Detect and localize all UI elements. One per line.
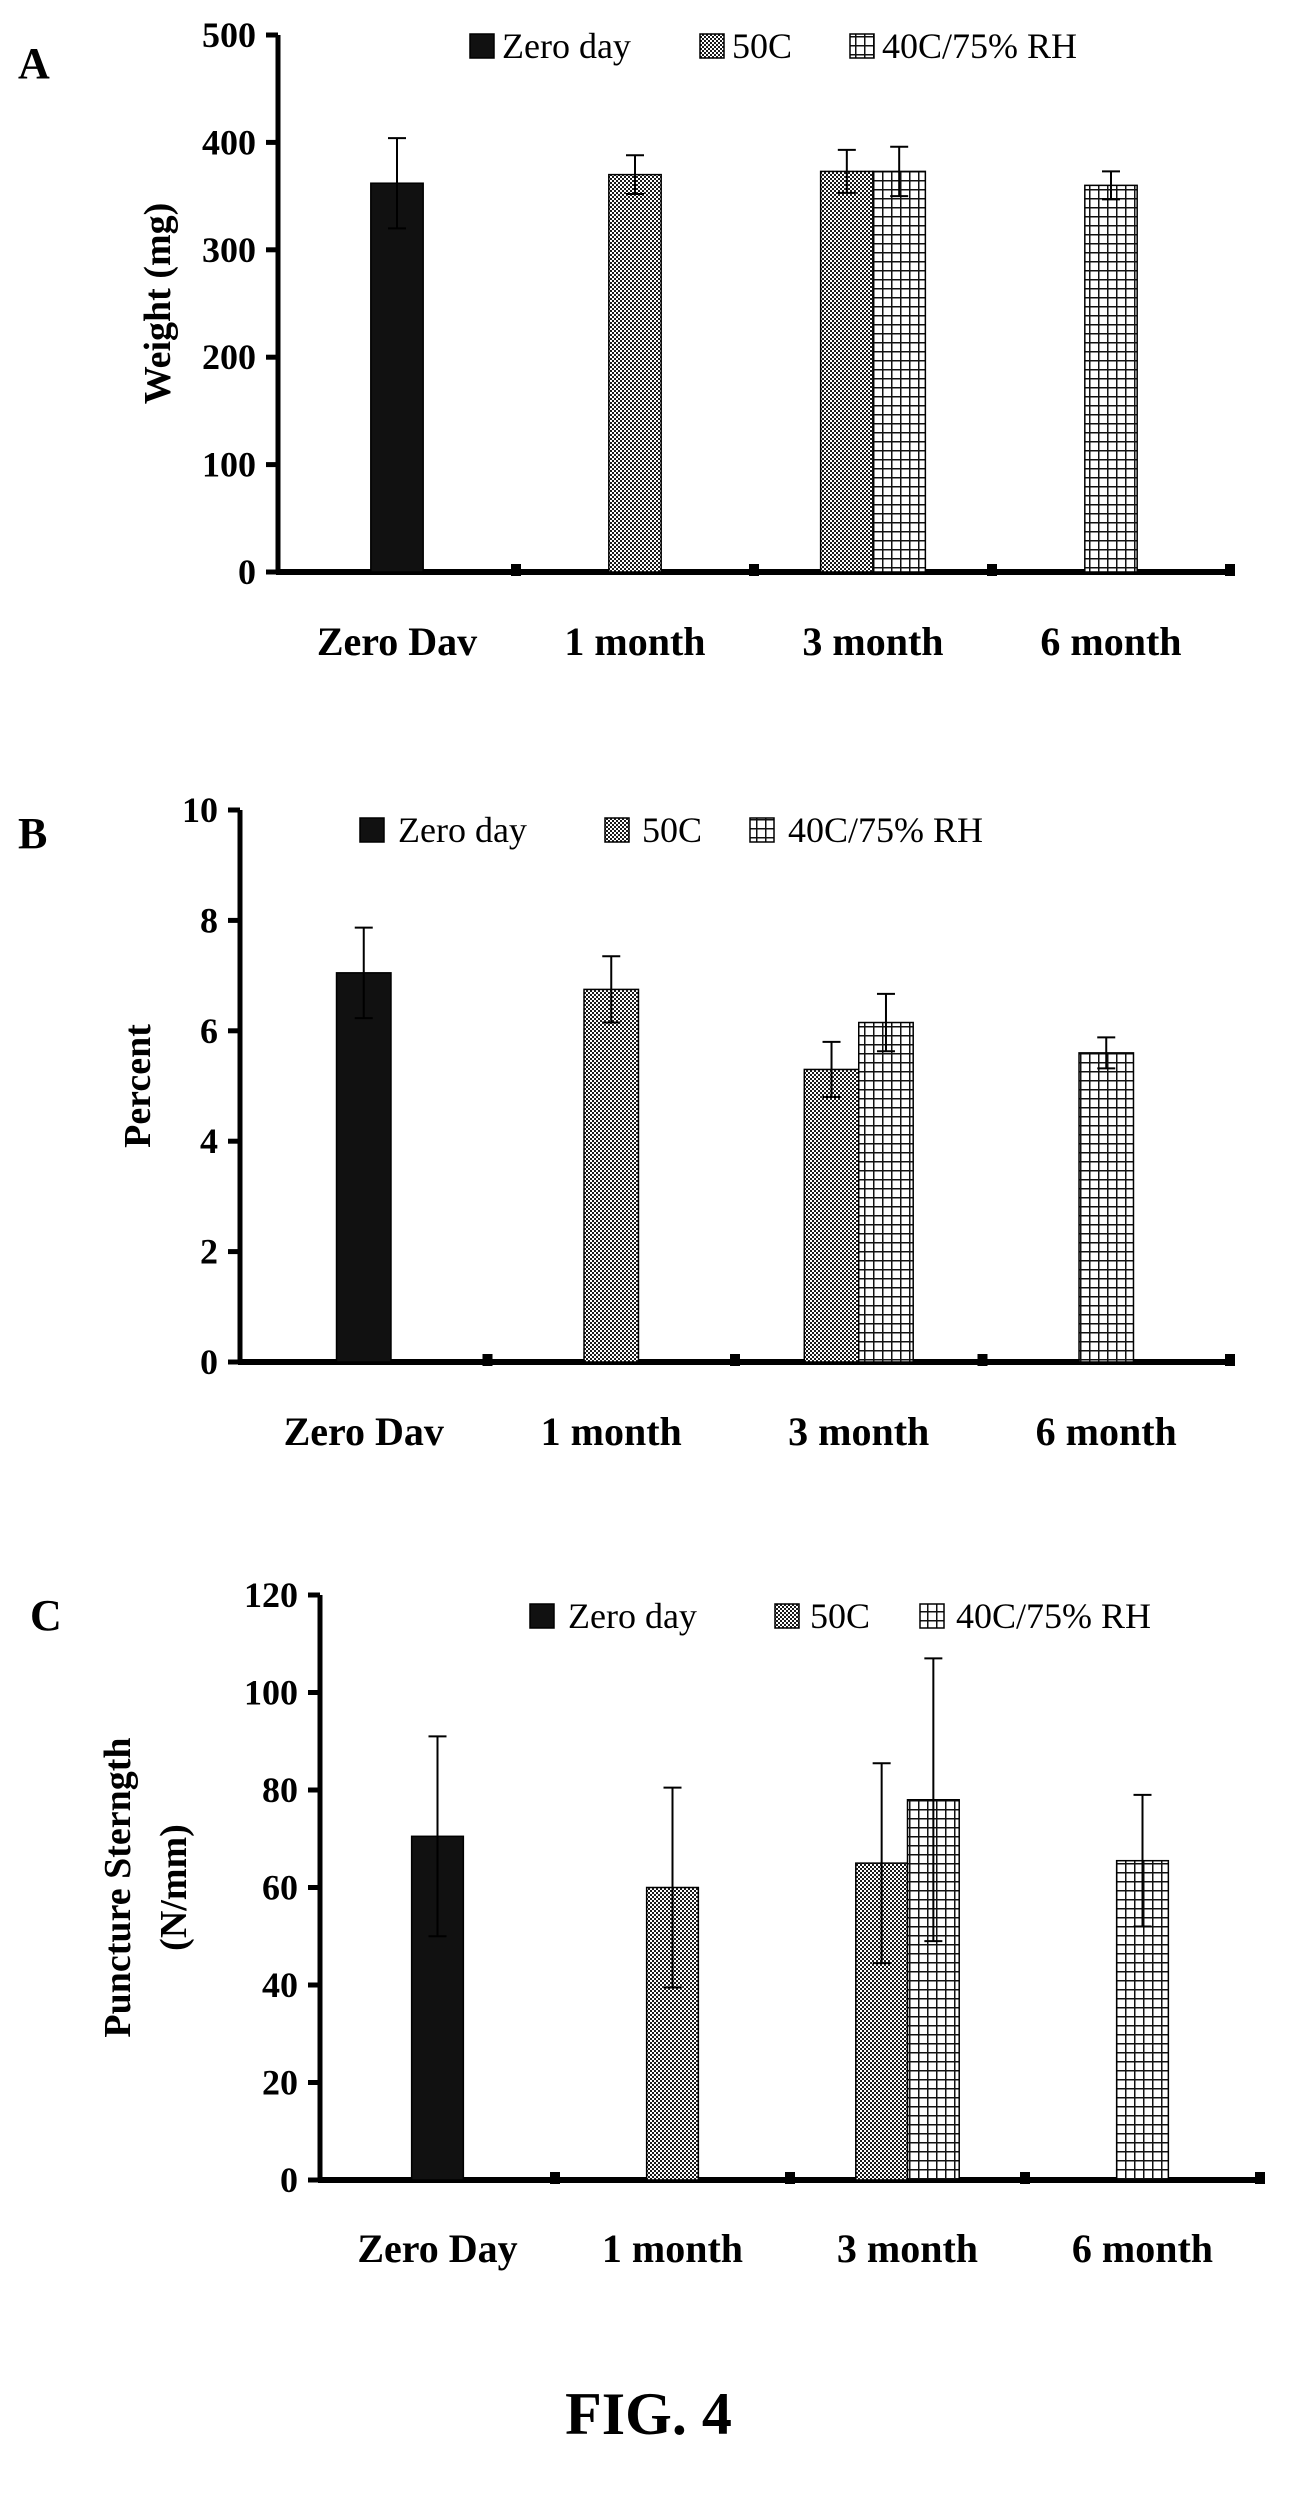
y-tick-label: 4 <box>200 1121 218 1161</box>
legend-swatch-40c-75rh <box>849 33 875 59</box>
x-tick-mark <box>749 564 759 576</box>
legend-swatch-zero-day <box>469 33 495 59</box>
x-tick-label: 6 month <box>1040 619 1181 664</box>
y-tick-label: 120 <box>244 1575 298 1615</box>
legend-swatch-zero-day <box>359 817 385 843</box>
y-axis-label: Percent <box>117 1024 159 1148</box>
chart-panel-c: C 0 20 40 60 80 100 120 Zero Day 1 month 3 month 6 … <box>30 1575 1265 2271</box>
legend-label-50c: 50C <box>810 1596 870 1636</box>
panel-letter: C <box>30 1591 62 1640</box>
y-tick-label: 100 <box>202 445 256 485</box>
y-tick-label: 40 <box>262 1965 298 2005</box>
y-tick-label: 0 <box>200 1342 218 1382</box>
bar-50c-2 <box>803 1068 860 1363</box>
y-tick-label: 0 <box>280 2160 298 2200</box>
x-tick-mark <box>785 2172 795 2184</box>
x-tick-label: 6 month <box>1072 2226 1213 2271</box>
x-tick-mark <box>1255 2172 1265 2184</box>
y-tick-label: 0 <box>238 552 256 592</box>
y-tick-label: 500 <box>202 15 256 55</box>
legend-label-50c: 50C <box>642 810 702 850</box>
legend-swatch-zero-day <box>529 1603 555 1629</box>
legend-label-zero-day: Zero day <box>398 810 527 850</box>
y-tick-label: 200 <box>202 337 256 377</box>
legend-label-40c-75rh: 40C/75% RH <box>956 1596 1151 1636</box>
x-tick-mark <box>550 2172 560 2184</box>
y-tick-label: 10 <box>182 790 218 830</box>
x-tick-mark <box>1225 564 1235 576</box>
legend-label-zero-day: Zero day <box>568 1596 697 1636</box>
bar-50c-1 <box>608 173 662 573</box>
y-axis-label-line-1: Puncture Sterngth <box>97 1737 139 2037</box>
legend-swatch-40c-75rh <box>919 1603 945 1629</box>
y-tick-label: 300 <box>202 230 256 270</box>
x-tick-label: 1 month <box>602 2226 743 2271</box>
x-tick-label: 6 month <box>1036 1409 1177 1454</box>
bar-40c-75rh-3 <box>1084 184 1138 573</box>
legend-label-40c-75rh: 40C/75% RH <box>788 810 983 850</box>
legend-label-40c-75rh: 40C/75% RH <box>882 26 1077 66</box>
bar-40c-75rh-3 <box>1115 1859 1170 2181</box>
legend: Zero day 50C 40C/75% RH <box>529 1596 1151 1636</box>
panel-letter: B <box>18 809 47 858</box>
x-tick-label: Zero Dav <box>317 619 477 664</box>
legend: Zero day 50C 40C/75% RH <box>469 26 1077 66</box>
bar-40c-75rh-2 <box>872 170 927 573</box>
y-tick-label: 60 <box>262 1868 298 1908</box>
y-axis-label-line-2: (N/mm) <box>153 1824 195 1951</box>
y-tick-label: 100 <box>244 1673 298 1713</box>
x-tick-mark <box>511 564 521 576</box>
bar-zero-day-0 <box>335 972 392 1363</box>
legend-swatch-50c <box>699 33 725 59</box>
legend: Zero day 50C 40C/75% RH <box>359 810 983 850</box>
x-tick-label: 3 month <box>802 619 943 664</box>
figure-caption: FIG. 4 <box>565 2381 732 2447</box>
legend-swatch-50c <box>604 817 630 843</box>
panel-letter: A <box>18 39 50 88</box>
y-axis-label: Weight (mg) <box>137 203 179 405</box>
y-tick-label: 400 <box>202 122 256 162</box>
legend-label-zero-day: Zero day <box>502 26 631 66</box>
y-tick-label: 80 <box>262 1770 298 1810</box>
x-tick-mark <box>482 1354 493 1366</box>
chart-panel-a: A 0 100 200 300 400 500 Zero Dav 1 month 3 month 6… <box>18 15 1235 664</box>
chart-panel-b: B 0 2 4 6 8 10 Zero Dav 1 month 3 month 6 month Per… <box>18 790 1235 1454</box>
y-tick-label: 6 <box>200 1011 218 1051</box>
x-tick-label: 3 month <box>837 2226 978 2271</box>
x-tick-mark <box>977 1354 988 1366</box>
y-tick-label: 8 <box>200 900 218 940</box>
y-tick-label: 2 <box>200 1232 218 1272</box>
legend-label-50c: 50C <box>732 26 792 66</box>
x-tick-mark <box>1020 2172 1030 2184</box>
x-tick-label: 1 month <box>541 1409 682 1454</box>
x-tick-label: 3 month <box>788 1409 929 1454</box>
bar-40c-75rh-3 <box>1078 1052 1135 1363</box>
y-tick-label: 20 <box>262 2063 298 2103</box>
x-tick-mark <box>730 1354 740 1366</box>
bar-50c-2 <box>819 170 874 573</box>
x-tick-label: Zero Dav <box>284 1409 444 1454</box>
bar-zero-day-0 <box>370 182 424 573</box>
bar-40c-75rh-2 <box>858 1021 914 1363</box>
bar-50c-1 <box>583 988 640 1363</box>
legend-swatch-40c-75rh <box>749 817 775 843</box>
x-tick-mark <box>987 564 997 576</box>
x-tick-mark <box>1225 1354 1235 1366</box>
x-tick-label: Zero Day <box>357 2226 517 2271</box>
legend-swatch-50c <box>774 1603 800 1629</box>
x-tick-label: 1 month <box>564 619 705 664</box>
